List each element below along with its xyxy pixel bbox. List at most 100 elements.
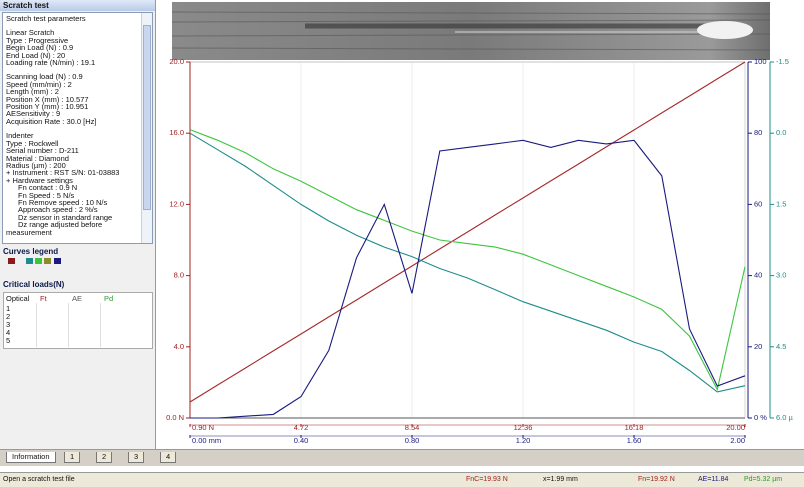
side-panel: Scratch test Scratch test parameters Line… — [0, 0, 156, 450]
tab[interactable]: 1 — [64, 452, 81, 463]
parameter-line: Fn Remove speed : 10 N/s — [18, 197, 108, 207]
series-line — [190, 139, 746, 419]
parameter-line: End Load (N) : 20 — [6, 50, 66, 60]
row-number: 5 — [6, 336, 11, 345]
panel-title: Scratch test — [0, 0, 155, 11]
y2-tick-label: 40 — [754, 271, 762, 280]
scrollbar[interactable] — [141, 13, 152, 243]
y3-tick-label: 3.0 — [776, 271, 786, 280]
legend-swatch — [44, 258, 51, 264]
y3-tick-label: 6.0 µ — [776, 413, 794, 422]
y2-tick-label: 20 — [754, 342, 762, 351]
parameters-box: Scratch test parameters Linear Scratch Typ… — [2, 12, 153, 244]
parameter-line: Dz sensor in standard range — [18, 212, 113, 222]
micrograph-highlight — [697, 21, 753, 39]
row-number: 4 — [6, 328, 11, 337]
parameter-line: Fn Speed : 5 N/s — [18, 190, 75, 200]
parameter-line: + Hardware settings — [6, 175, 73, 185]
column-header: Ft — [40, 294, 47, 303]
parameter-line: Fn contact : 0.9 N — [18, 183, 78, 193]
series-line — [189, 132, 746, 393]
row-number: 3 — [6, 320, 11, 329]
parameter-line: Serial number : D-211 — [6, 146, 79, 156]
parameter-line: Acquisition Rate : 30.0 [Hz] — [6, 116, 97, 126]
x-tick-label: 2.00 — [730, 436, 745, 445]
series-line — [189, 61, 746, 403]
column-divider — [36, 303, 37, 347]
column-header: Optical — [6, 294, 30, 303]
y-tick-label: 16.0 — [169, 128, 184, 137]
column-header: AE — [72, 294, 83, 303]
x-tick-label: 8.54 — [405, 423, 420, 432]
row-number: 1 — [6, 304, 11, 313]
legend-swatch — [35, 258, 42, 264]
y3-tick-label: 1.5 — [776, 199, 786, 208]
y-tick-label: 4.0 — [174, 342, 184, 351]
y-tick-label: 12.0 — [169, 199, 184, 208]
legend-title: Curves legend — [3, 247, 59, 256]
y-tick-label: 0.0 N — [166, 413, 184, 422]
tab[interactable]: 4 — [160, 452, 177, 463]
parameter-list: Scratch test parameters Linear Scratch Typ… — [6, 15, 142, 236]
x-tick-label: 0.90 N — [192, 423, 214, 432]
status-message: Open a scratch test file — [3, 476, 75, 483]
row-number: 2 — [6, 312, 11, 321]
critical-title: Critical loads(N) — [3, 280, 65, 289]
x-tick-label: 12.36 — [514, 423, 533, 432]
plot-area — [189, 61, 746, 419]
parameter-line: Length (mm) : 2 — [6, 87, 59, 97]
x-tick-label: 20.00 — [726, 423, 745, 432]
parameter-line: Position X (mm) : 10.577 — [6, 94, 89, 104]
y-tick-label: 20.0 — [169, 57, 184, 66]
status-ae: AE=11.84 — [698, 476, 729, 483]
column-divider — [68, 303, 69, 347]
tab[interactable]: Information — [6, 452, 56, 463]
parameter-line: AESensitivity : 9 — [6, 109, 61, 119]
parameter-line: Linear Scratch — [6, 28, 55, 38]
parameter-line: Position Y (mm) : 10.951 — [6, 102, 89, 112]
x-tick-label: 0.40 — [294, 436, 309, 445]
x-tick-label: 16.18 — [625, 423, 644, 432]
parameter-line: Approach speed : 2 %/s — [18, 205, 98, 215]
x-tick-label: 1.60 — [627, 436, 642, 445]
parameter-line: Speed (mm/min) : 2 — [6, 79, 72, 89]
x-tick-label: 1.20 — [516, 436, 531, 445]
x-tick-label: 0.00 mm — [192, 436, 221, 445]
parameter-line: Scratch test parameters — [6, 14, 86, 23]
column-divider — [100, 303, 101, 347]
parameter-line: Radius (µm) : 200 — [6, 160, 66, 170]
column-header: Pd — [104, 294, 114, 303]
status-pd: Pd=5.32 µm — [744, 476, 783, 483]
legend-swatch — [54, 258, 61, 264]
tab-bar: Information 1 2 3 4 — [0, 449, 804, 466]
y2-tick-label: 100 — [754, 57, 767, 66]
micrograph-texture — [171, 11, 771, 51]
legend-swatch — [8, 258, 15, 264]
parameter-line: + Instrument : RST S/N: 01-03883 — [6, 168, 120, 178]
parameter-line: Loading rate (N/min) : 19.1 — [6, 58, 96, 68]
y3-tick-label: 0.0 — [776, 128, 786, 137]
parameter-line: Type : Rockwell — [6, 138, 59, 148]
parameter-line: Indenter — [6, 131, 34, 141]
y2-tick-label: 60 — [754, 199, 762, 208]
status-fnc: FnC=19.93 N — [466, 476, 508, 483]
parameter-line: Dz range adjusted before — [18, 220, 103, 230]
scroll-thumb[interactable] — [143, 25, 151, 210]
y2-tick-label: 0 % — [754, 413, 767, 422]
status-fn: Fn=19.92 N — [638, 476, 675, 483]
y3-tick-label: -1.5 — [776, 57, 789, 66]
y2-tick-label: 80 — [754, 128, 762, 137]
critical-loads-table: Optical Ft AE Pd 1 2 3 4 5 — [3, 292, 153, 349]
parameter-line: measurement — [6, 227, 52, 237]
parameter-line: Material : Diamond — [6, 153, 69, 163]
status-bar: Open a scratch test file FnC=19.93 N x=1… — [0, 472, 804, 487]
x-tick-label: 4.72 — [294, 423, 309, 432]
parameter-line: Begin Load (N) : 0.9 — [6, 43, 74, 53]
x-tick-label: 0.80 — [405, 436, 420, 445]
tab[interactable]: 3 — [128, 452, 145, 463]
y3-tick-label: 4.5 — [776, 342, 786, 351]
tab[interactable]: 2 — [96, 452, 113, 463]
parameter-line: Scanning load (N) : 0.9 — [6, 72, 83, 82]
chart: 0.0 N 4.0 8.0 12.0 16.0 20.0 0 % 20 40 60 80 100 6.0… — [166, 2, 794, 445]
